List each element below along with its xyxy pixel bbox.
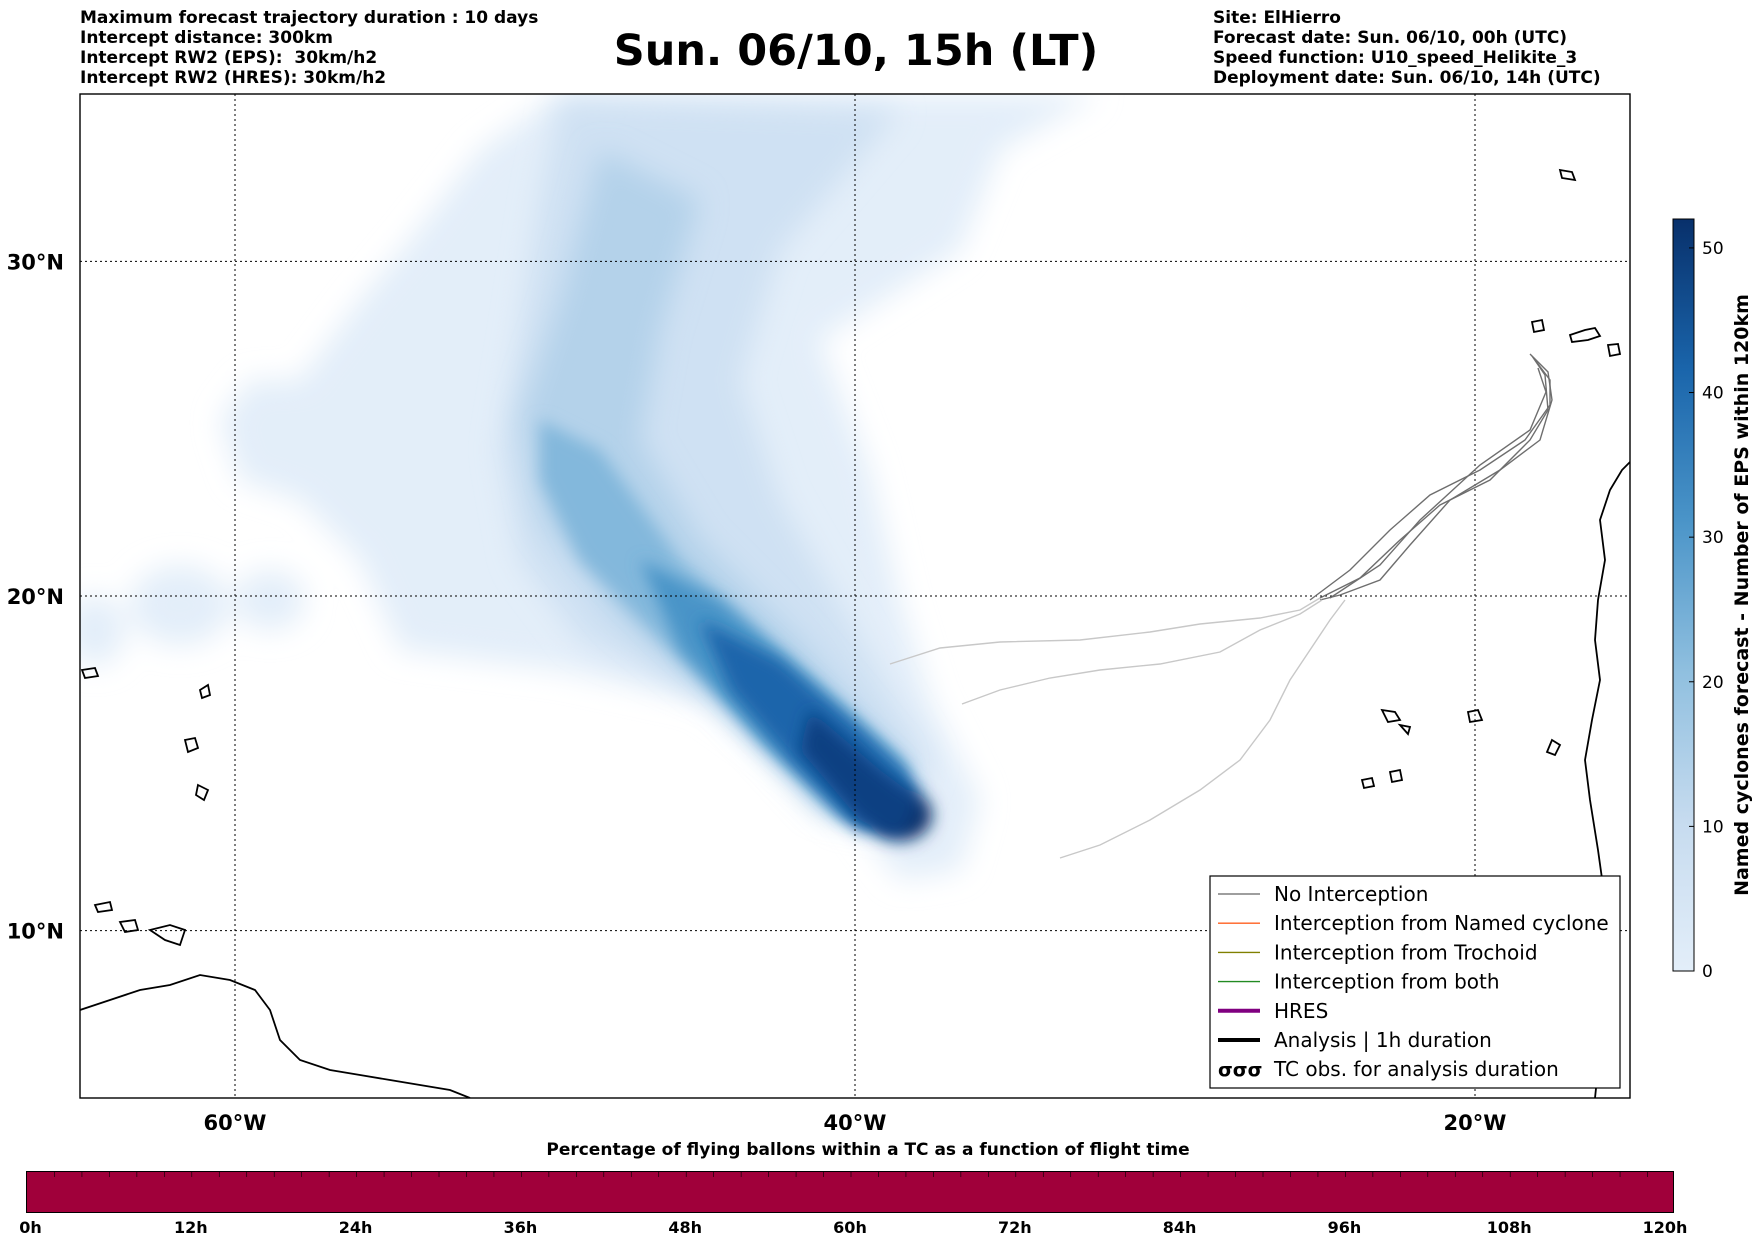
lat-tick-label: 30°N xyxy=(7,250,64,274)
progress-tick-label: 48h xyxy=(668,1218,703,1237)
legend-label: No Interception xyxy=(1274,882,1428,906)
colorbar-tick-label: 50 xyxy=(1702,239,1724,259)
colorbar-label: Named cyclones forecast - Number of EPS … xyxy=(1731,294,1752,896)
colorbar-tick-label: 40 xyxy=(1702,384,1724,404)
map-area xyxy=(80,94,1630,1098)
progress-tick-label: 60h xyxy=(833,1218,867,1237)
legend-box xyxy=(1209,875,1621,1089)
map-frame xyxy=(79,93,1631,1099)
header-site: Site: ElHierro xyxy=(1213,8,1341,28)
lon-tick-label: 40°W xyxy=(824,1111,887,1130)
progress-fill xyxy=(27,1172,1673,1212)
lat-tick-label: 10°N xyxy=(7,920,64,944)
legend-symbol-tc-obs: σσσ xyxy=(1218,1059,1262,1081)
progress-tick-label: 120h xyxy=(1642,1218,1688,1237)
header-intercept-distance: Intercept distance: 300km xyxy=(80,28,333,48)
legend-label: Analysis | 1h duration xyxy=(1274,1028,1492,1052)
progress-tick-label: 36h xyxy=(503,1218,538,1237)
coastlines xyxy=(80,168,1630,1098)
legend-label: TC obs. for analysis duration xyxy=(1273,1057,1559,1081)
progress-title: Percentage of flying ballons within a TC… xyxy=(546,1140,1190,1160)
header-info-left: Maximum forecast trajectory duration : 1… xyxy=(80,8,538,88)
header-intercept-eps: Intercept RW2 (EPS): 30km/h2 xyxy=(80,48,378,68)
colorbar-tick-label: 30 xyxy=(1702,528,1724,548)
header-intercept-hres: Intercept RW2 (HRES): 30km/h2 xyxy=(80,68,387,88)
legend-label: HRES xyxy=(1274,999,1328,1023)
colorbar-gradient xyxy=(1672,218,1695,972)
progress-tick-label: 24h xyxy=(338,1218,373,1237)
progress-minor-ticks xyxy=(54,1172,1648,1177)
header-deployment-date: Deployment date: Sun. 06/10, 14h (UTC) xyxy=(1213,68,1601,88)
progress-tick-label: 12h xyxy=(173,1218,208,1237)
colorbar-tick-label: 10 xyxy=(1702,817,1724,837)
trajectory-light xyxy=(961,599,1323,705)
trajectory-no-interception xyxy=(1319,353,1553,601)
lat-tick-label: 20°N xyxy=(7,585,64,609)
map-title: Sun. 06/10, 15h (LT) xyxy=(613,26,1099,76)
legend-label: Interception from Named cyclone xyxy=(1274,911,1609,935)
colorbar-tick-label: 20 xyxy=(1702,673,1724,693)
flight-time-progress-bar xyxy=(26,1171,1674,1213)
longitude-tick-labels: 60°W 40°W 20°W xyxy=(204,1111,1507,1130)
header-speed-function: Speed function: U10_speed_Helikite_3 xyxy=(1213,48,1578,68)
trajectory-no-interception xyxy=(1309,359,1551,601)
trajectory-light xyxy=(889,597,1321,665)
header-forecast-date: Forecast date: Sun. 06/10, 00h (UTC) xyxy=(1213,28,1568,48)
progress-tick-label: 0h xyxy=(19,1218,42,1237)
header-info-right: Site: ElHierro Forecast date: Sun. 06/10… xyxy=(1213,8,1601,88)
latitude-tick-labels: 10°N 20°N 30°N xyxy=(7,250,64,943)
legend: No Interception Interception from Named c… xyxy=(1209,875,1621,1089)
lon-tick-label: 60°W xyxy=(204,1111,267,1130)
header-max-duration: Maximum forecast trajectory duration : 1… xyxy=(80,8,539,28)
progress-tick-label: 72h xyxy=(997,1218,1032,1237)
lon-tick-label: 20°W xyxy=(1444,1111,1507,1130)
trajectory-no-interception xyxy=(1319,355,1549,599)
map-figure: 60°W 40°W 20°W 10°N 20°N 30°N No Interceptio… xyxy=(7,93,1752,1130)
progress-tick-label: 108h xyxy=(1486,1218,1532,1237)
cyclone-density-field xyxy=(80,94,1100,880)
trajectory-no-interception xyxy=(1329,367,1547,599)
colorbar-tick-label: 0 xyxy=(1702,962,1713,982)
trajectory-light xyxy=(1059,599,1346,859)
legend-label: Interception from both xyxy=(1274,970,1500,994)
colorbar: 0 10 20 30 40 50 Named cyclones forecast - Nu… xyxy=(1672,218,1752,982)
legend-label: Interception from Trochoid xyxy=(1274,940,1538,964)
balloon-trajectories xyxy=(889,353,1553,859)
progress-tick-label: 96h xyxy=(1327,1218,1362,1237)
progress-tick-label: 84h xyxy=(1162,1218,1197,1237)
